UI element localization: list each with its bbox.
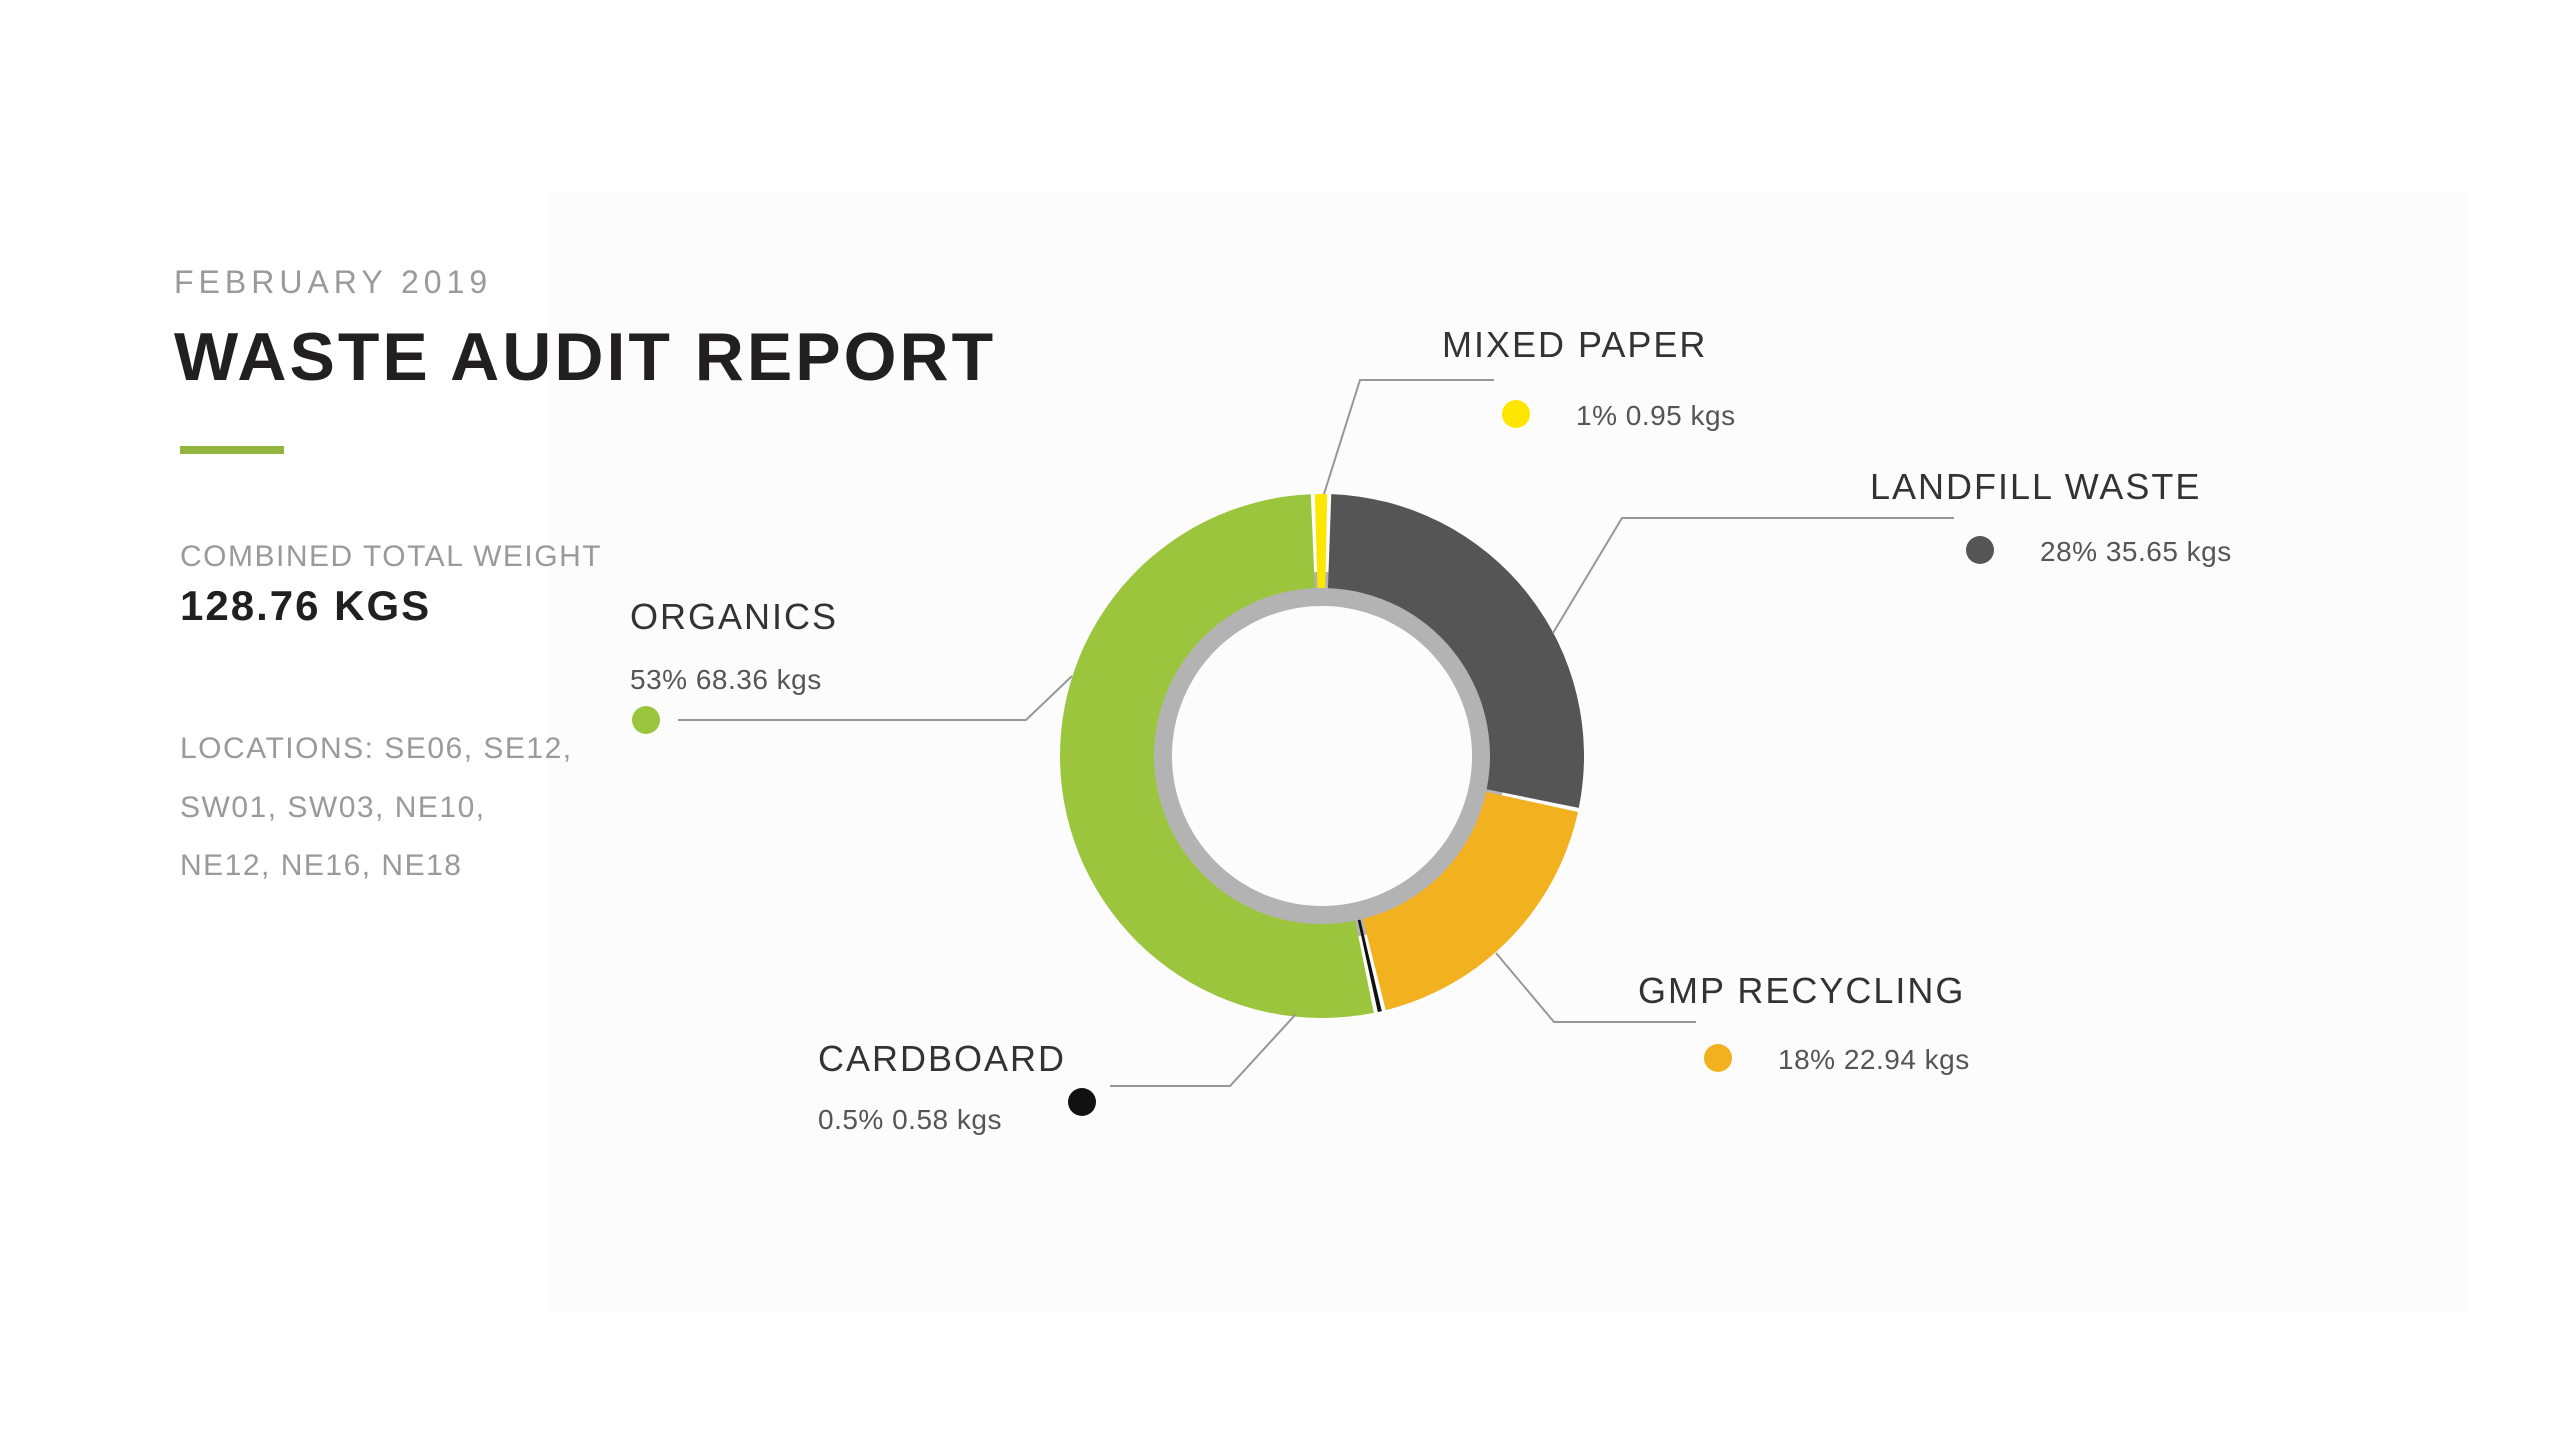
segment-value-landfill_waste: 28% 35.65 kgs [2040, 536, 2232, 568]
segment-dot-gmp_recycling [1704, 1044, 1732, 1072]
leader-line-landfill_waste [1553, 518, 1954, 633]
segment-label-organics: ORGANICS [630, 596, 838, 638]
segment-dot-landfill_waste [1966, 536, 1994, 564]
waste-donut-chart [0, 0, 2560, 1440]
segment-label-gmp_recycling: GMP RECYCLING [1638, 970, 1965, 1012]
donut-segment-landfill_waste [1328, 494, 1584, 808]
segment-value-organics: 53% 68.36 kgs [630, 664, 822, 696]
segment-value-gmp_recycling: 18% 22.94 kgs [1778, 1044, 1970, 1076]
segment-label-mixed_paper: MIXED PAPER [1442, 324, 1707, 366]
segment-value-cardboard: 0.5% 0.58 kgs [818, 1104, 1002, 1136]
segment-dot-mixed_paper [1502, 400, 1530, 428]
segment-value-mixed_paper: 1% 0.95 kgs [1576, 400, 1736, 432]
segment-dot-organics [632, 706, 660, 734]
segment-label-landfill_waste: LANDFILL WASTE [1870, 466, 2201, 508]
leader-line-cardboard [1110, 1014, 1296, 1086]
segment-label-cardboard: CARDBOARD [818, 1038, 1066, 1080]
leader-line-mixed_paper [1324, 380, 1494, 494]
segment-dot-cardboard [1068, 1088, 1096, 1116]
